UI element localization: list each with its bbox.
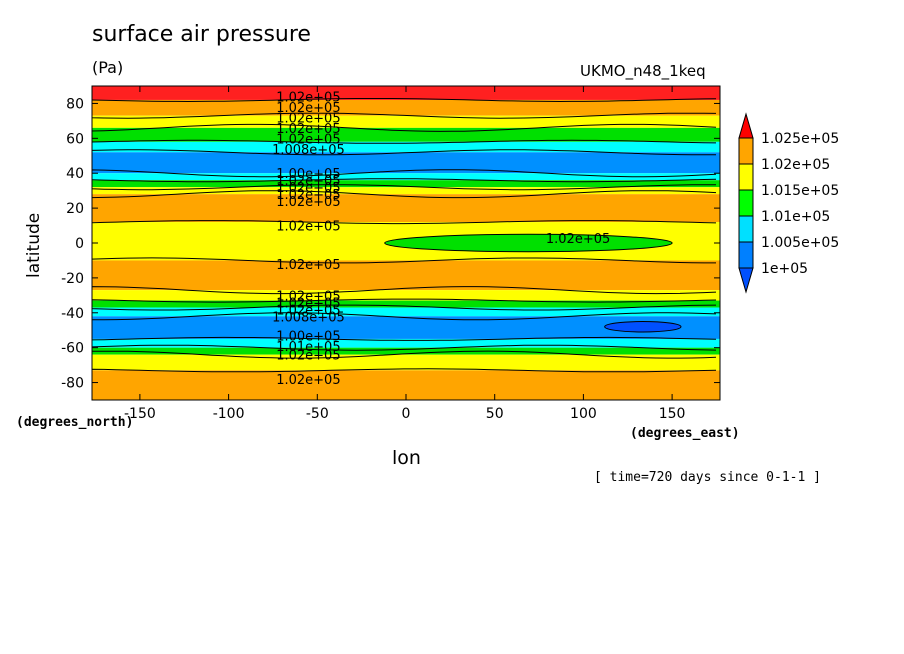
contour-band-9 — [92, 194, 720, 223]
x-axis-label: lon — [392, 447, 421, 469]
chart-title: surface air pressure — [92, 22, 311, 47]
contour-band-16 — [92, 338, 720, 348]
y-tick-label: 0 — [75, 236, 84, 252]
contour-line-8 — [91, 190, 717, 199]
colorbar-extend-high — [738, 112, 754, 139]
contour-band-18 — [92, 354, 720, 371]
contour-band-3 — [92, 127, 720, 142]
colorbar-extend-low — [738, 267, 754, 294]
time-note: [ time=720 days since 0-1-1 ] — [594, 470, 821, 485]
colorbar-segment — [738, 137, 754, 165]
contour-band-8 — [92, 187, 720, 195]
contour-band-12 — [92, 290, 720, 301]
contour-line-11 — [91, 286, 717, 295]
contour-line-0 — [91, 98, 717, 103]
model-label: UKMO_n48_1keq — [580, 62, 706, 80]
y-tick-label: 80 — [66, 96, 84, 112]
contour-label: 1.00e+05 — [276, 329, 340, 344]
contour-line-14 — [91, 312, 717, 321]
contour-label: 1.02e+05 — [276, 122, 340, 137]
contour-band-15 — [92, 316, 720, 339]
y-tick-label: 20 — [66, 201, 84, 217]
contour-label: 1.02e+05 — [546, 232, 610, 247]
y-tick-label: 60 — [66, 131, 84, 147]
colorbar-label: 1.02e+05 — [761, 157, 830, 173]
contour-band-0 — [92, 86, 720, 100]
contour-line-3 — [91, 139, 717, 144]
contour-label: 1.02e+05 — [276, 132, 340, 147]
contour-label: 1.02e+05 — [276, 90, 340, 105]
contour-line-10 — [91, 257, 716, 264]
contour-label: 1.008e+05 — [272, 310, 345, 325]
contour-line-5 — [91, 169, 717, 178]
contour-band-1 — [92, 99, 720, 116]
contour-label: 1.02e+05 — [276, 101, 340, 116]
contour-line-2 — [91, 123, 717, 132]
contour-band-17 — [92, 347, 720, 355]
colorbar-segment — [738, 241, 754, 269]
contour-label: 1.02e+05 — [276, 111, 340, 126]
x-tick-label: 50 — [486, 406, 504, 422]
colorbar-label: 1.025e+05 — [761, 131, 839, 147]
contour-line-18 — [91, 368, 717, 373]
colorbar-label: 1.005e+05 — [761, 235, 839, 251]
contour-line-13 — [91, 304, 717, 311]
colorbar-segment — [738, 215, 754, 243]
contour-band-5 — [92, 152, 720, 174]
contour-line-4 — [91, 149, 717, 156]
contour-label: 1.02e+05 — [276, 373, 340, 388]
contour-line-16 — [91, 344, 717, 351]
feature-low_pressure_tongue — [384, 233, 673, 253]
feature-deep_low_cell — [604, 321, 682, 333]
contour-band-13 — [92, 300, 720, 308]
colorbar-segment — [738, 163, 754, 191]
x-tick-label: -50 — [306, 406, 329, 422]
y-tick-label: -60 — [61, 341, 84, 357]
contour-band-6 — [92, 173, 720, 181]
y-tick-label: -80 — [61, 376, 84, 392]
contour-line-6 — [91, 178, 717, 183]
contour-label: 1.02e+05 — [276, 289, 340, 304]
contour-label: 1.02e+05 — [276, 181, 340, 196]
contour-label: 1.02e+05 — [276, 303, 340, 318]
contour-band-4 — [92, 141, 720, 153]
contour-line-15 — [91, 336, 717, 341]
contour-line-12 — [91, 298, 717, 303]
contour-line-1 — [91, 112, 717, 119]
colorbar-label: 1.01e+05 — [761, 209, 830, 225]
colorbar-label: 1e+05 — [761, 261, 808, 277]
contour-label: 1.02e+05 — [276, 174, 340, 189]
x-tick-label: 0 — [402, 406, 411, 422]
contour-label: 1.02e+05 — [276, 188, 340, 203]
y-axis-units: (degrees_north) — [16, 415, 134, 430]
colorbar-segment — [738, 189, 754, 217]
x-tick-label: 100 — [570, 406, 597, 422]
chart-units: (Pa) — [92, 58, 124, 77]
contour-line-9 — [91, 220, 717, 225]
y-tick-label: -20 — [61, 271, 84, 287]
contour-label: 1.00e+05 — [276, 167, 340, 182]
x-tick-label: -100 — [213, 406, 245, 422]
contour-band-14 — [92, 307, 720, 317]
contour-label: 1.02e+05 — [276, 195, 340, 210]
contour-band-11 — [92, 260, 720, 291]
contour-line-17 — [91, 350, 717, 359]
x-tick-label: -150 — [124, 406, 156, 422]
contour-label: 1.02e+05 — [276, 296, 340, 311]
colorbar-label: 1.015e+05 — [761, 183, 839, 199]
y-tick-label: -40 — [61, 306, 84, 322]
contour-label: 1.02e+05 — [276, 220, 340, 235]
y-tick-label: 40 — [66, 166, 84, 182]
x-axis-units: (degrees_east) — [630, 426, 740, 441]
x-tick-label: 150 — [659, 406, 686, 422]
contour-label: 1.008e+05 — [272, 143, 345, 158]
contour-band-7 — [92, 180, 720, 188]
contour-label: 1.02e+05 — [276, 349, 340, 364]
contour-label: 1.01e+05 — [276, 340, 340, 355]
contour-label: 1.02e+05 — [276, 258, 340, 273]
contour-line-7 — [91, 184, 716, 191]
